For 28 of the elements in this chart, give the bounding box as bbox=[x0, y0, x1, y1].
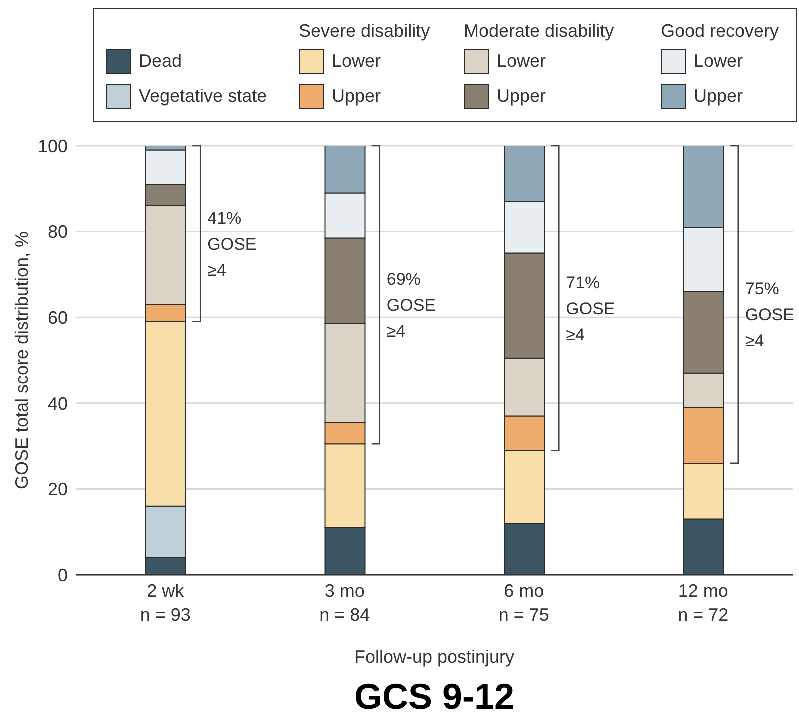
text: Moderate disability bbox=[464, 20, 614, 43]
y-tick-label: 60 bbox=[48, 308, 68, 328]
x-tick-label: 3 mo n = 84 bbox=[320, 581, 370, 625]
y-tick-label: 20 bbox=[48, 480, 68, 500]
y-tick-label: 0 bbox=[58, 565, 68, 586]
y-axis-title: GOSE total score distribution, % bbox=[12, 231, 32, 490]
annotation: 75% GOSE ≥4 bbox=[745, 279, 794, 350]
annotation: 41% GOSE ≥4 bbox=[208, 208, 257, 280]
legend-label: Lower bbox=[497, 50, 546, 73]
x-tick-label: 12 mo n = 72 bbox=[678, 581, 729, 625]
text: GCS 9-12 bbox=[353, 676, 516, 717]
y-tick-label: 80 bbox=[48, 222, 68, 242]
legend-label: Upper bbox=[497, 85, 546, 108]
legend-label: Upper bbox=[332, 85, 382, 108]
x-axis-title: Follow-up postinjury bbox=[354, 647, 515, 667]
legend-label: Dead bbox=[139, 50, 182, 73]
annotation: 71% GOSE ≥4 bbox=[566, 272, 616, 344]
annotation: 69% GOSE ≥4 bbox=[386, 270, 436, 341]
legend-label: Upper bbox=[694, 85, 744, 108]
text: Severe disability bbox=[299, 20, 430, 43]
legend-label: Lower bbox=[694, 50, 744, 73]
x-tick-label: 2 wk n = 93 bbox=[140, 581, 191, 625]
x-tick-label: 6 mo n = 75 bbox=[498, 581, 550, 625]
legend-label: Lower bbox=[332, 50, 382, 73]
y-tick-label: 100 bbox=[38, 136, 68, 156]
y-tick-label: 40 bbox=[48, 394, 68, 414]
text: Good recovery bbox=[661, 20, 780, 43]
legend-label: Vegetative state bbox=[139, 85, 268, 108]
